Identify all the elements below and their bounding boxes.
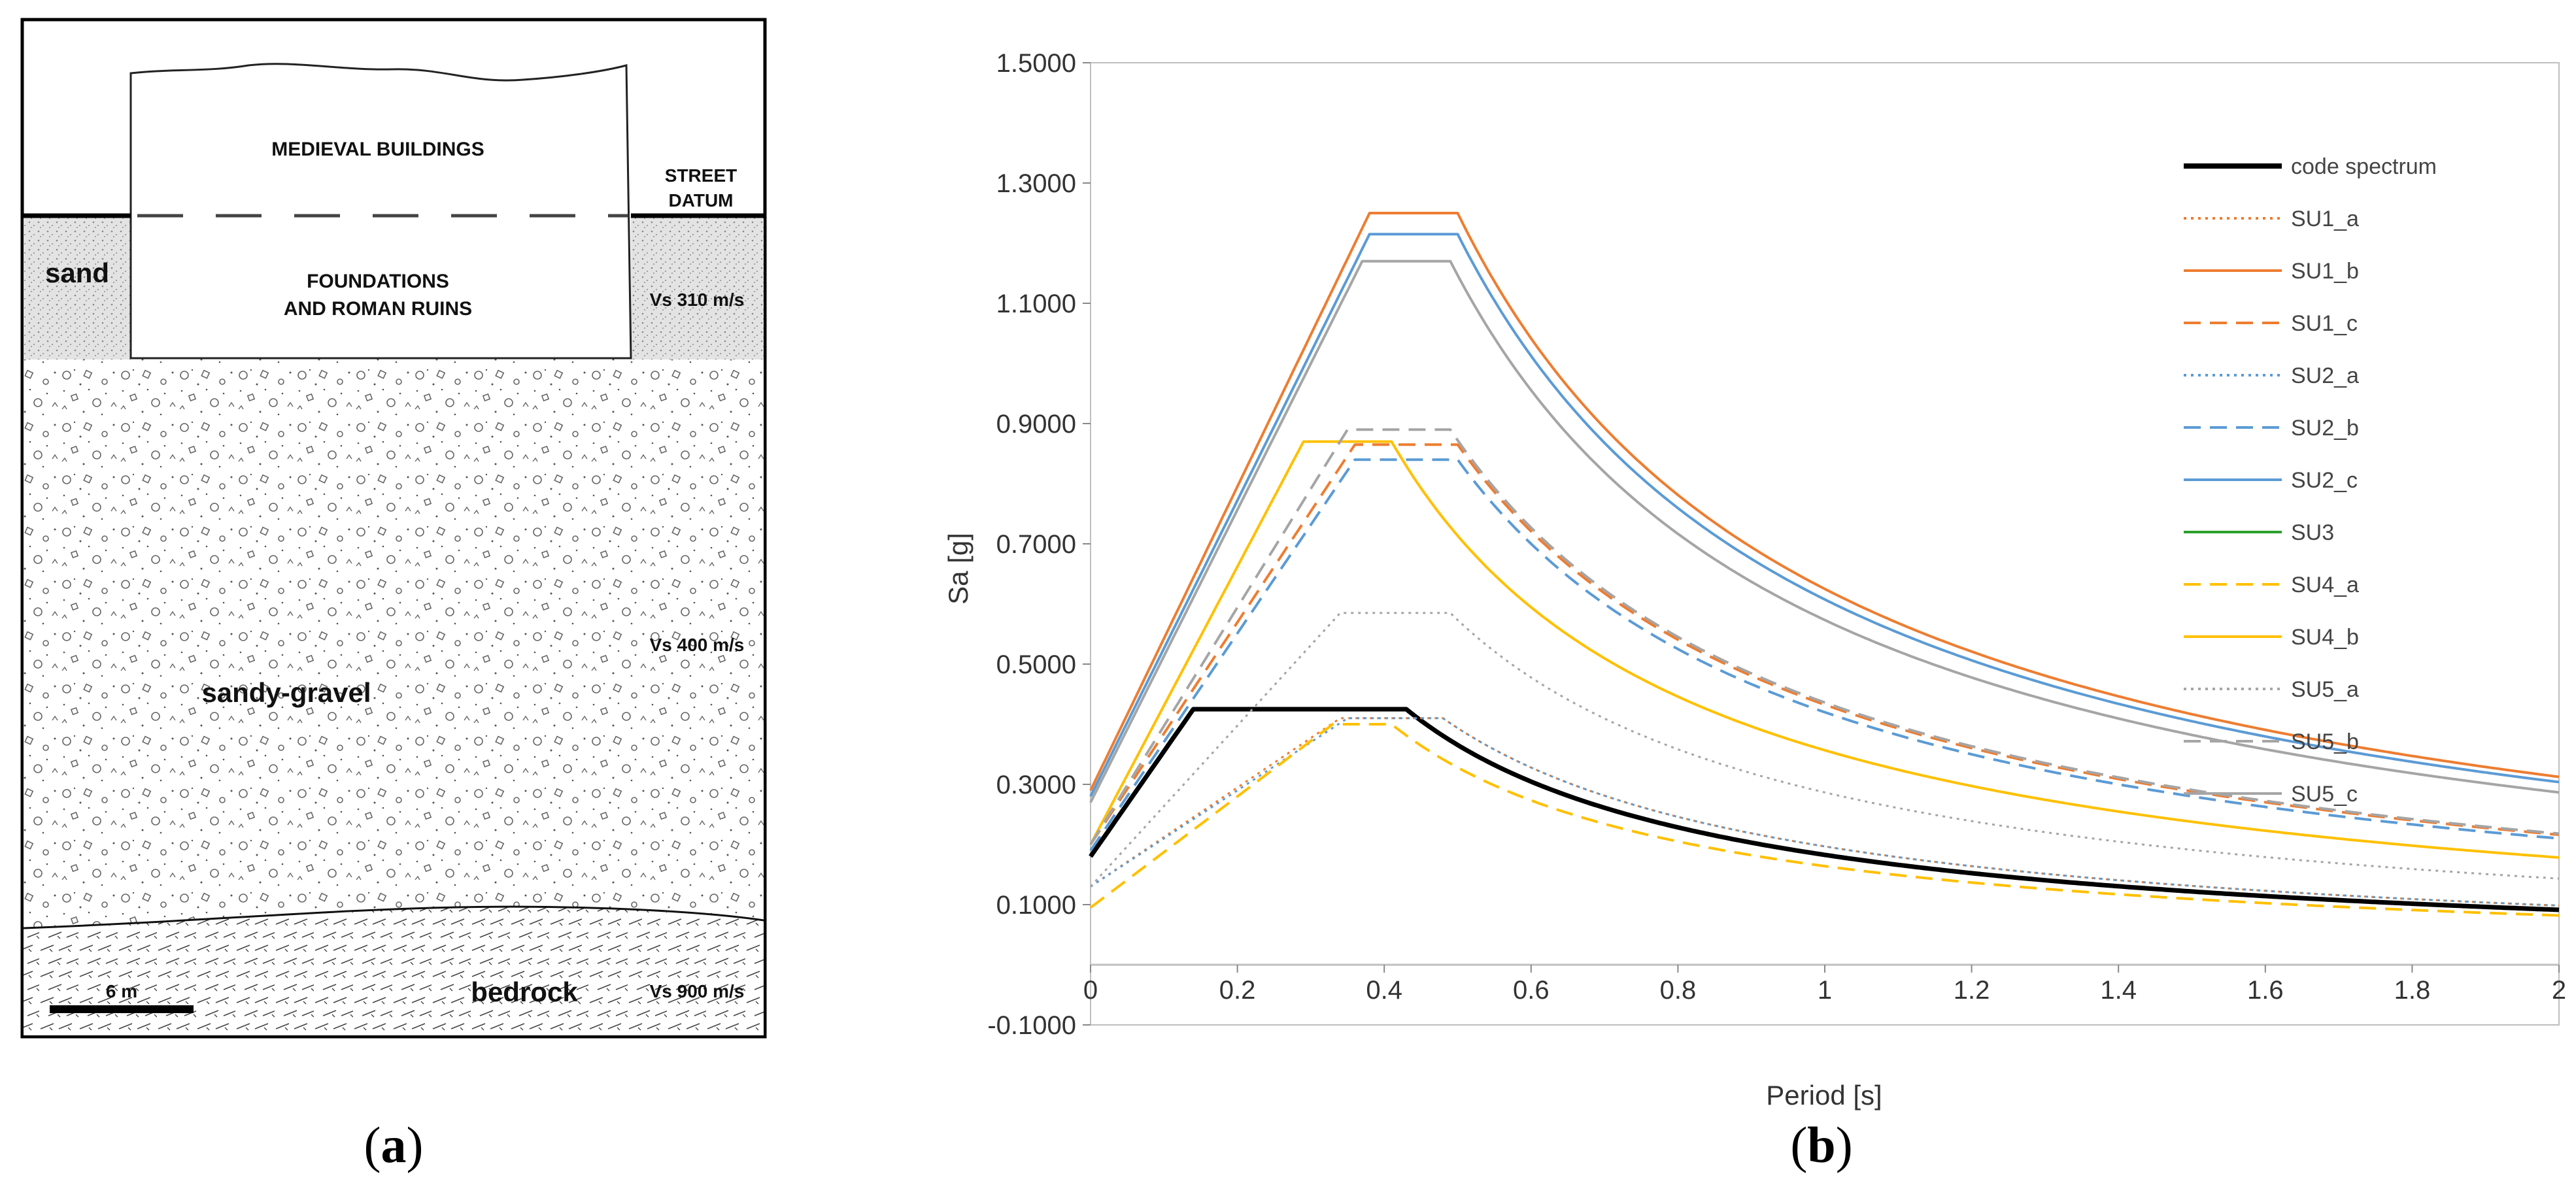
legend-label-su1-b: SU1_b — [2291, 259, 2359, 284]
legend-label-su2-c: SU2_c — [2291, 468, 2358, 493]
legend-label-su2-b: SU2_b — [2291, 416, 2359, 441]
legend-label-su1-a: SU1_a — [2291, 207, 2359, 231]
legend-label-su5-b: SU5_b — [2291, 729, 2359, 754]
legend-label-su1-c: SU1_c — [2291, 311, 2358, 336]
series-line-su4-b — [1089, 440, 2560, 859]
x-tick-label: 1.2 — [1954, 976, 1990, 1005]
soil-section-figure: MEDIEVAL BUILDINGS STREET DATUM sand FOU… — [20, 18, 767, 1173]
series-line-su2-b — [1089, 458, 2560, 852]
bedrock-layer — [24, 907, 764, 1035]
x-tick-label: 0.4 — [1366, 976, 1402, 1005]
y-tick-label: 1.3000 — [996, 169, 1076, 198]
series-line-su5-b — [1089, 428, 2560, 846]
bedrock-boundary — [23, 905, 764, 929]
series-line-su5-c — [1089, 259, 2560, 803]
series-line-su1-a — [1090, 717, 2560, 907]
foundations-label-2: AND ROMAN RUINS — [284, 298, 472, 320]
vs-gravel-label: Vs 400 m/s — [650, 635, 745, 655]
foundations-label-1: FOUNDATIONS — [307, 271, 449, 292]
scale-bar — [50, 1005, 194, 1013]
sand-layer-left — [24, 216, 131, 359]
x-tick-label: 1.6 — [2247, 976, 2284, 1005]
y-tick-label: 0.5000 — [996, 650, 1076, 679]
legend-label-su4-b: SU4_b — [2291, 625, 2359, 650]
series-line-su5-a — [1089, 612, 2560, 888]
series-line-code-spectrum — [1089, 707, 2560, 912]
vs-sand-label: Vs 310 m/s — [650, 290, 745, 310]
x-tick-label: 0 — [1083, 976, 1098, 1005]
y-tick-label: 1.5000 — [996, 49, 1076, 78]
panel-a-caption: (a) — [364, 1116, 424, 1173]
panel-b-caption: (b) — [1790, 1116, 1852, 1173]
x-tick-label: 1 — [1818, 976, 1832, 1005]
x-tick-label: 0.8 — [1660, 976, 1697, 1005]
x-tick-label: 1.8 — [2394, 976, 2431, 1005]
series-line-su4-a — [1089, 723, 2560, 917]
y-tick-label: -0.1000 — [987, 1011, 1076, 1040]
y-tick-label: 0.3000 — [996, 771, 1076, 799]
x-axis-label: Period [s] — [1766, 1080, 1882, 1111]
legend-label-su3: SU3 — [2291, 520, 2334, 545]
legend-label-code-spectrum: code spectrum — [2291, 154, 2437, 179]
y-tick-label: 1.1000 — [996, 290, 1076, 318]
sandy-gravel-label: sandy-gravel — [201, 677, 371, 708]
street-datum-label-2: DATUM — [668, 190, 733, 210]
legend-label-su2-a: SU2_a — [2291, 363, 2359, 388]
x-tick-label: 0.2 — [1219, 976, 1256, 1005]
y-tick-label: 0.1000 — [996, 891, 1076, 920]
series-line-su1-b — [1089, 212, 2560, 792]
x-tick-label: 1.4 — [2100, 976, 2137, 1005]
y-tick-label: 0.7000 — [996, 530, 1076, 559]
series-line-su2-c — [1089, 233, 2560, 797]
medieval-buildings-outline — [129, 63, 632, 359]
x-tick-label: 2 — [2552, 976, 2566, 1005]
y-axis-label: Sa [g] — [943, 533, 974, 605]
gravel-layer — [24, 358, 764, 933]
sand-layer-right — [631, 216, 764, 359]
y-tick-label: 0.9000 — [996, 410, 1076, 439]
sand-label: sand — [45, 258, 109, 288]
bedrock-label: bedrock — [471, 977, 578, 1007]
vs-bedrock-label: Vs 900 m/s — [650, 981, 745, 1001]
medieval-buildings-label: MEDIEVAL BUILDINGS — [271, 139, 484, 160]
legend-label-su5-a: SU5_a — [2291, 677, 2359, 702]
street-datum-label-1: STREET — [665, 165, 737, 186]
legend-label-su4-a: SU4_a — [2291, 573, 2359, 597]
scale-bar-label: 6 m — [106, 981, 137, 1001]
legend-label-su5-c: SU5_c — [2291, 782, 2358, 807]
x-tick-label: 0.6 — [1513, 976, 1550, 1005]
